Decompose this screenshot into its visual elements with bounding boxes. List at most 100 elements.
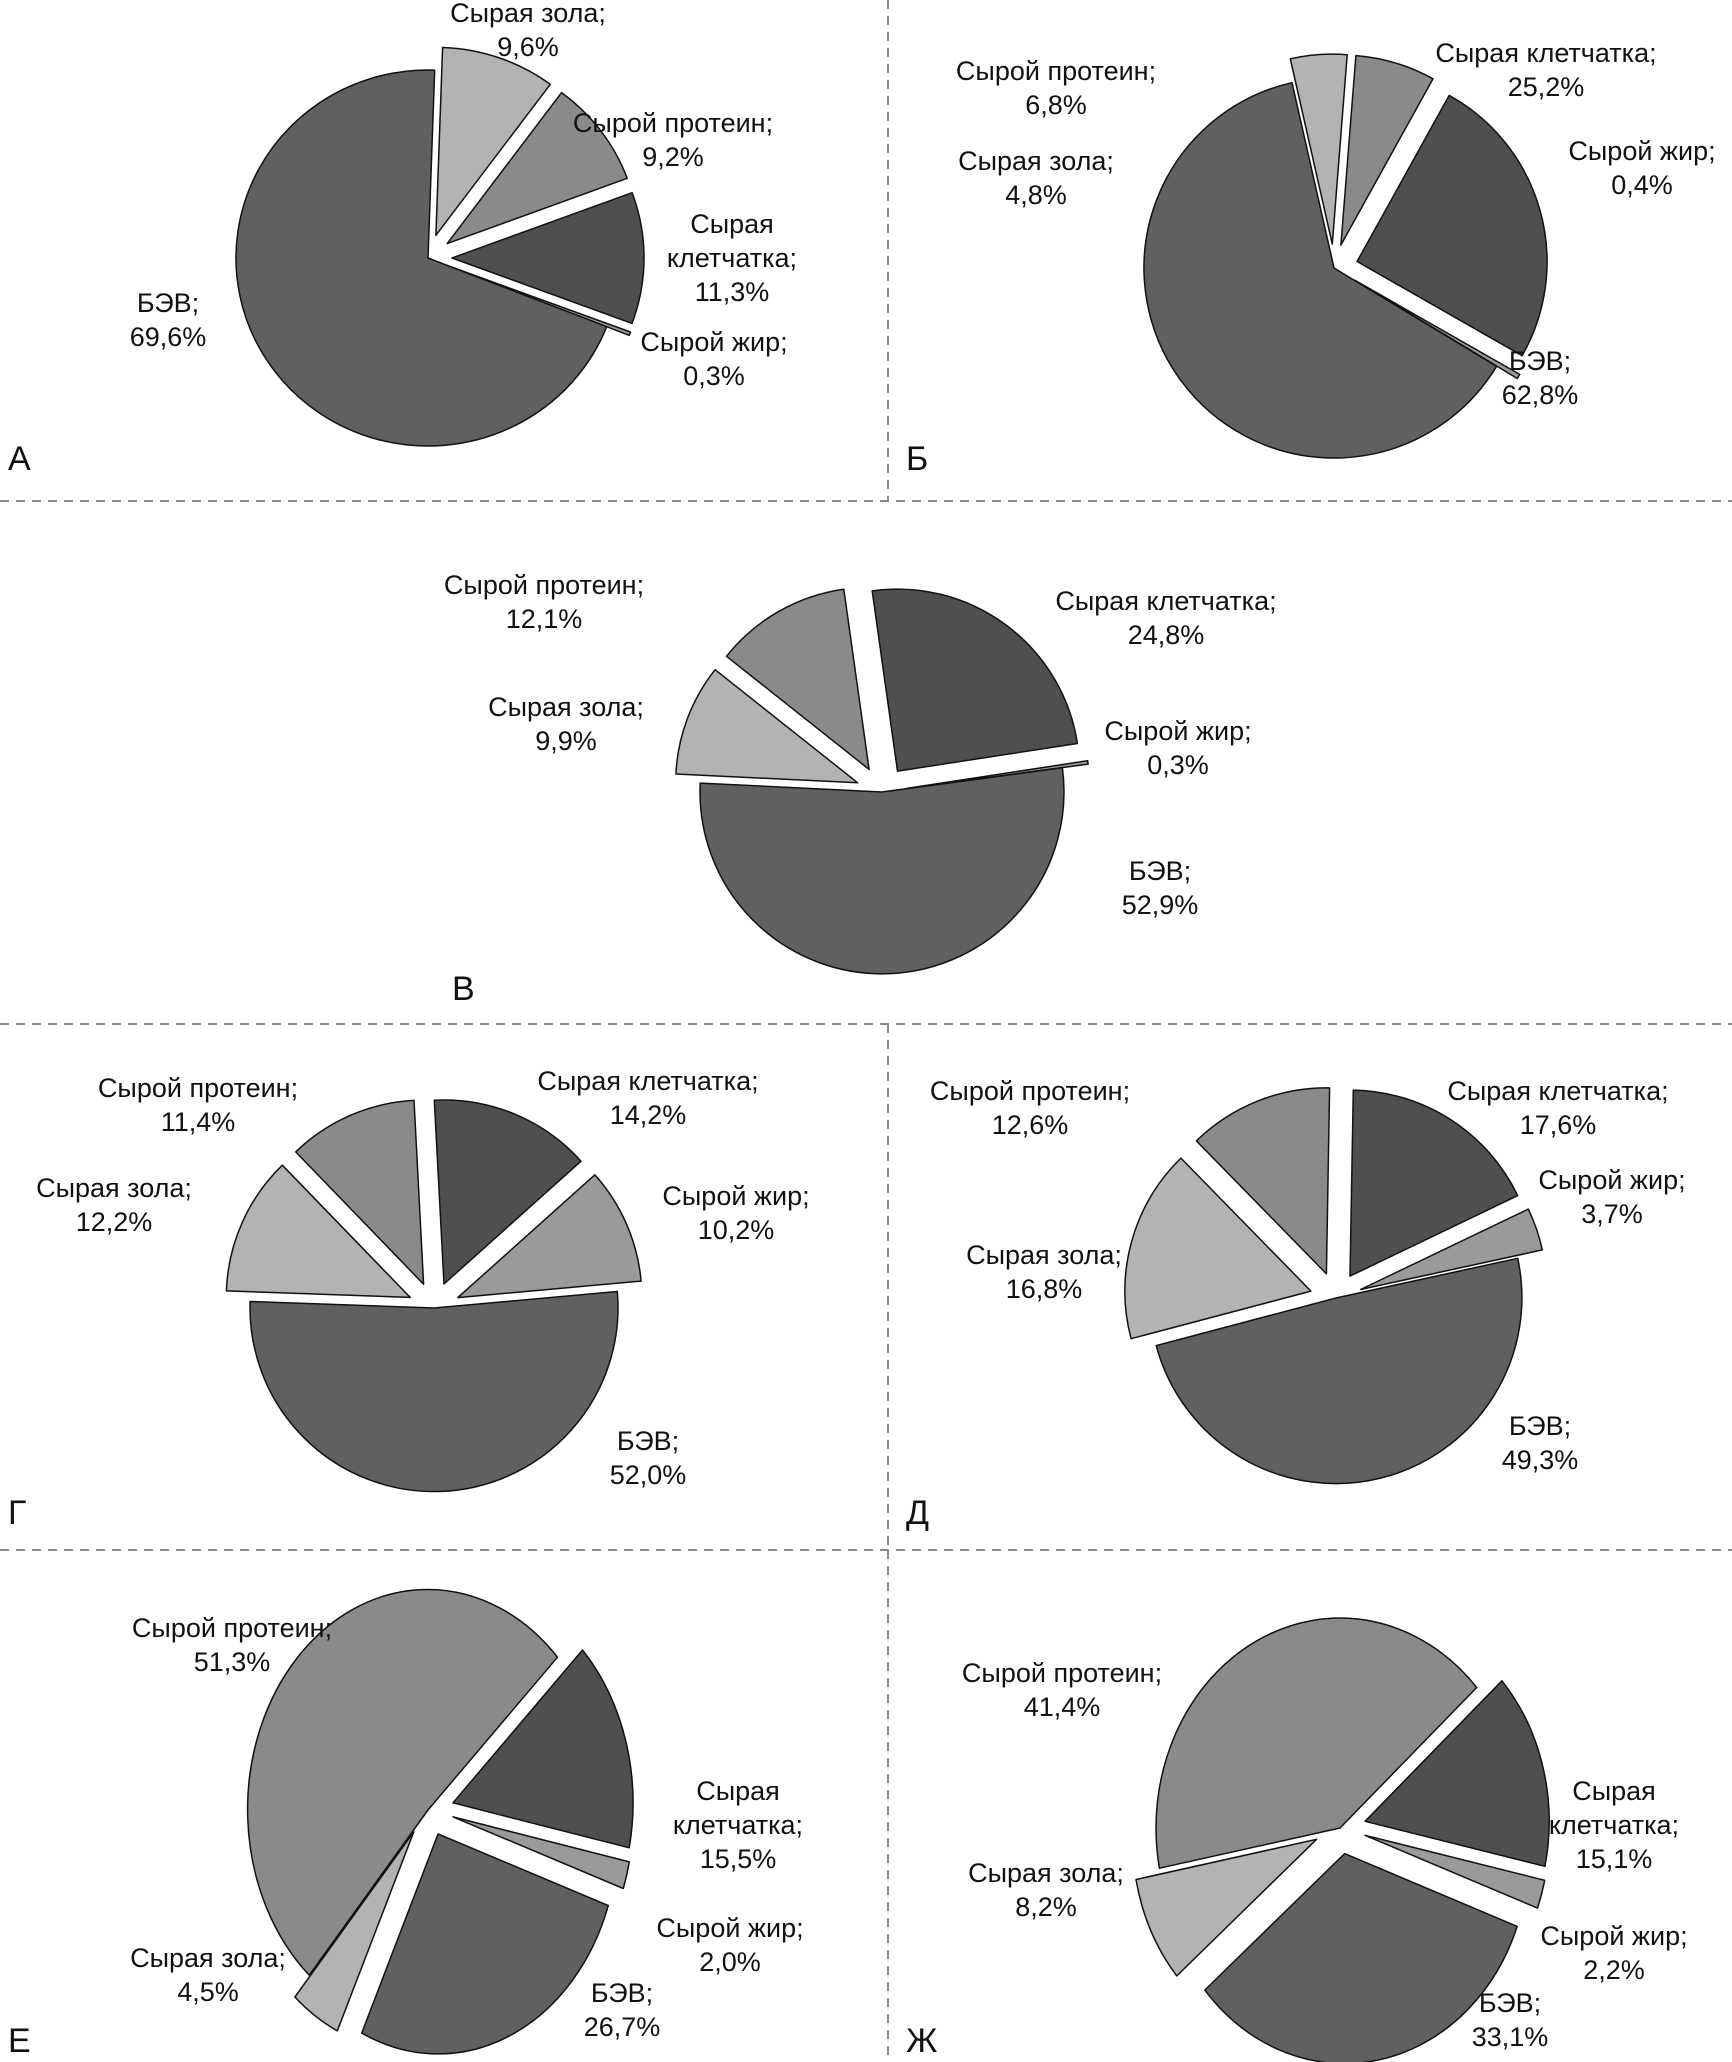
pie-slice-сырая-клетчатка <box>1349 1089 1519 1277</box>
data-label-line: БЭВ; <box>1479 1988 1541 2018</box>
data-label-line: 52,9% <box>1122 890 1199 920</box>
data-label: БЭВ; 52,9% <box>1122 856 1199 920</box>
data-label-line: Сырой жир; <box>656 1913 803 1943</box>
data-label: Сырая клетчатка; 15,5% <box>673 1776 803 1874</box>
pie-slice-сырая-зола <box>675 668 859 784</box>
data-label-line: 3,7% <box>1581 1199 1643 1229</box>
data-label-line: клетчатка; <box>1549 1810 1679 1840</box>
pie-slice-сырой-жир <box>1359 1208 1544 1291</box>
panel-letter: Г <box>8 1494 26 1532</box>
data-label-line: Сырой жир; <box>1104 716 1251 746</box>
data-label-line: Сырая <box>690 209 774 239</box>
pie-slice-сырая-клетчатка <box>1356 94 1548 357</box>
data-label: Сырой протеин; 41,4% <box>962 1658 1162 1722</box>
data-label-line: 8,2% <box>1015 1892 1077 1922</box>
data-label-line: 14,2% <box>610 1100 687 1130</box>
data-label-line: Сырой жир; <box>1540 1921 1687 1951</box>
data-label: Сырой протеин; 51,3% <box>132 1613 332 1677</box>
data-label-line: Сырой жир; <box>1568 136 1715 166</box>
data-label: Сырая клетчатка; 15,1% <box>1549 1776 1679 1874</box>
pie-slice-сырая-зола <box>1289 53 1348 245</box>
data-label: Сырая клетчатка; 11,3% <box>667 209 797 307</box>
panel-letter: Ж <box>906 2022 937 2060</box>
data-label-line: 51,3% <box>194 1647 271 1677</box>
data-label-line: клетчатка; <box>667 243 797 273</box>
data-label-line: Сырой протеин; <box>444 570 644 600</box>
data-label: Сырой протеин; 6,8% <box>956 56 1156 120</box>
pie-slice-сырая-клетчатка <box>451 191 645 325</box>
pie-slice-сырая-клетчатка <box>1364 1680 1550 1868</box>
pie-slice-сырая-зола <box>294 1831 415 2032</box>
data-label-line: 2,2% <box>1583 1955 1645 1985</box>
pie-slice-бэв <box>1204 1852 1518 2062</box>
data-label: БЭВ; 33,1% <box>1472 1988 1549 2052</box>
data-label: Сырая зола; 12,2% <box>36 1173 192 1237</box>
data-label-line: Сырая клетчатка; <box>1447 1076 1668 1106</box>
data-label-line: БЭВ; <box>1509 1411 1571 1441</box>
data-label-line: 16,8% <box>1006 1274 1083 1304</box>
pie-slice-бэв <box>1143 81 1498 459</box>
data-label-line: 0,4% <box>1611 170 1673 200</box>
data-label-line: Сырая зола; <box>130 1943 286 1973</box>
data-label-line: БЭВ; <box>617 1426 679 1456</box>
pie-slice-сырой-протеин <box>725 588 870 771</box>
data-label: Сырой протеин; 11,4% <box>98 1073 298 1137</box>
data-label-line: 6,8% <box>1025 90 1087 120</box>
data-label-line: 9,9% <box>535 726 597 756</box>
data-label: БЭВ; 52,0% <box>610 1426 687 1490</box>
data-label-line: 15,5% <box>700 1844 777 1874</box>
pie-slice-бэв <box>360 1833 610 2055</box>
data-label-line: 26,7% <box>584 2012 661 2042</box>
pie-chart-4: Сырая клетчатка; 14,2% Сырой жир; 10,2% БЭВ;… <box>8 1066 810 1532</box>
data-label-line: 52,0% <box>610 1460 687 1490</box>
data-label-line: БЭВ; <box>591 1978 653 2008</box>
data-label: Сырая клетчатка; 14,2% <box>537 1066 758 1130</box>
data-label-line: 15,1% <box>1576 1844 1653 1874</box>
pie-slice-сырая-зола <box>435 46 552 237</box>
data-label: Сырой жир; 2,2% <box>1540 1921 1687 1985</box>
data-label-line: 2,0% <box>699 1947 761 1977</box>
data-label-line: 0,3% <box>683 361 745 391</box>
data-label-line: Сырой протеин; <box>962 1658 1162 1688</box>
data-label: БЭВ; 49,3% <box>1502 1411 1579 1475</box>
data-label-line: 41,4% <box>1024 1692 1101 1722</box>
data-label: Сырая клетчатка; 17,6% <box>1447 1076 1668 1140</box>
data-label-line: 9,6% <box>497 32 559 62</box>
data-label-line: Сырая <box>1572 1776 1656 1806</box>
pie-slice-сырая-зола <box>1135 1838 1318 1977</box>
data-label-line: 11,3% <box>695 277 770 307</box>
pie-slice-бэв <box>235 69 608 447</box>
data-label-line: 24,8% <box>1128 620 1205 650</box>
pie-charts: Сырая зола; 9,6% Сырой протеин; 9,2% Сырая кл… <box>8 0 1716 2062</box>
data-label-line: Сырая зола; <box>488 692 644 722</box>
data-label-line: 10,2% <box>698 1215 775 1245</box>
pie-slice-сырой-жир <box>457 1174 642 1299</box>
data-label-line: Сырая зола; <box>966 1240 1122 1270</box>
data-label: Сырая клетчатка; 25,2% <box>1435 38 1656 102</box>
data-label-line: Сырой протеин; <box>98 1073 298 1103</box>
pie-chart-2: Сырая клетчатка; 25,2% Сырой жир; 0,4% БЭВ; 6… <box>906 38 1716 478</box>
data-label-line: БЭВ; <box>137 288 199 318</box>
data-label: Сырая зола; 4,8% <box>958 146 1114 210</box>
pie-slice-бэв <box>699 767 1065 975</box>
data-label: БЭВ; 26,7% <box>584 1978 661 2042</box>
pie-slice-сырой-жир <box>1364 1834 1546 1909</box>
data-label: БЭВ; 62,8% <box>1502 346 1579 410</box>
pie-slice-сырой-протеин <box>246 1588 559 1976</box>
data-label: Сырой жир; 0,3% <box>640 327 787 391</box>
data-label-line: 12,2% <box>76 1207 153 1237</box>
pie-chart-5: Сырая клетчатка; 17,6% Сырой жир; 3,7% БЭВ; 4… <box>906 1076 1686 1532</box>
data-label-line: БЭВ; <box>1509 346 1571 376</box>
pie-slice-бэв <box>249 1290 619 1493</box>
data-label-line: Сырая <box>696 1776 780 1806</box>
data-label-line: Сырая клетчатка; <box>1435 38 1656 68</box>
data-label: Сырой протеин; 12,1% <box>444 570 644 634</box>
data-label-line: Сырая зола; <box>958 146 1114 176</box>
pie-slice-сырая-зола <box>1124 1157 1312 1340</box>
data-label: Сырой жир; 0,4% <box>1568 136 1715 200</box>
data-label-line: Сырой жир; <box>1538 1165 1685 1195</box>
data-label-line: Сырая клетчатка; <box>537 1066 758 1096</box>
pie-chart-7: Сырая клетчатка; 15,1% Сырой жир; 2,2% БЭВ; 33… <box>906 1617 1688 2062</box>
